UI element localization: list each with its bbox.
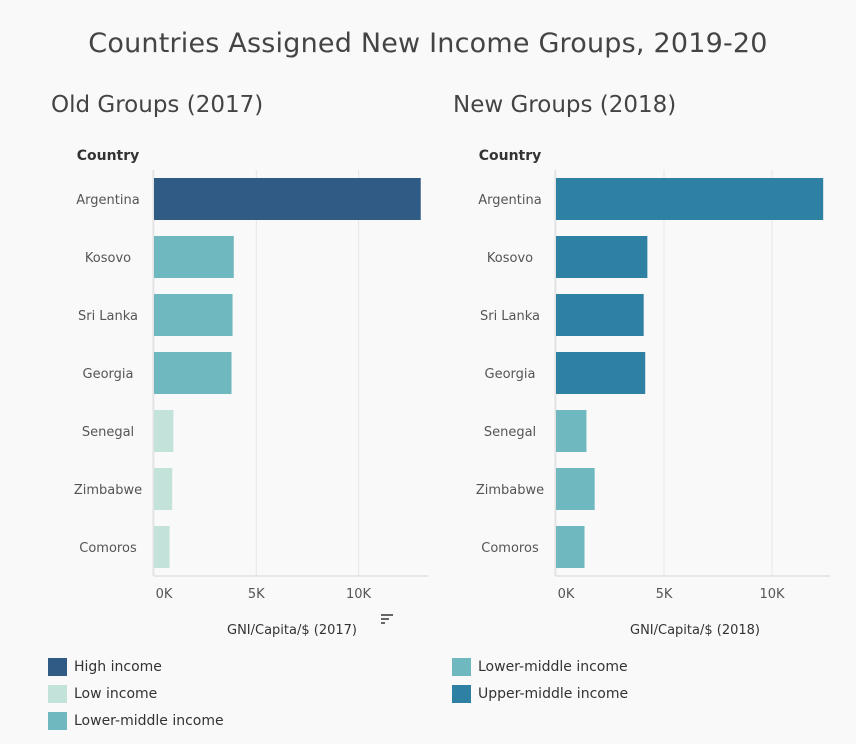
bar-sri-lanka[interactable]: [556, 294, 644, 336]
legend-swatch-high-income: [48, 657, 67, 676]
bar-comoros[interactable]: [556, 526, 585, 568]
legend-swatch-low-income: [48, 684, 67, 703]
legend-label: Low income: [74, 685, 158, 702]
category-label-kosovo: Kosovo: [85, 251, 131, 266]
category-label-georgia: Georgia: [83, 367, 134, 382]
category-label-sri-lanka: Sri Lanka: [78, 309, 138, 324]
bar-georgia[interactable]: [556, 352, 646, 394]
new-groups-svg: Country Argentina Kosovo Sri Lanka Georgia Se…: [476, 148, 830, 638]
x-tick-label: 5K: [656, 587, 673, 602]
bar-georgia[interactable]: [154, 352, 232, 394]
legend-label: Lower-middle income: [478, 658, 628, 675]
legend-label: High income: [74, 658, 162, 675]
legend-label: Lower-middle income: [74, 712, 224, 729]
legend-item-low-income[interactable]: Low income: [48, 680, 224, 707]
category-label-senegal: Senegal: [82, 425, 134, 440]
x-tick-label: 0K: [558, 587, 575, 602]
category-header: Country: [77, 148, 140, 164]
legend-label: Upper-middle income: [478, 685, 629, 702]
old-groups-subtitle: Old Groups (2017): [51, 92, 264, 118]
bar-sri-lanka[interactable]: [154, 294, 233, 336]
bar-senegal[interactable]: [556, 410, 587, 452]
category-header: Country: [479, 148, 542, 164]
x-axis-title: GNI/Capita/$ (2018): [630, 623, 760, 638]
legend-swatch-lower-middle-income: [452, 657, 471, 676]
new-groups-chart: Country Argentina Kosovo Sri Lanka Georgia Se…: [402, 140, 830, 645]
chart-title: Countries Assigned New Income Groups, 20…: [88, 28, 768, 59]
x-tick-label: 5K: [248, 587, 265, 602]
category-label-zimbabwe: Zimbabwe: [476, 483, 544, 498]
category-label-argentina: Argentina: [478, 193, 541, 208]
legend-swatch-lower-middle-income: [48, 711, 67, 730]
sort-icon[interactable]: [380, 612, 396, 626]
legend-item-high-income[interactable]: High income: [48, 653, 224, 680]
category-label-zimbabwe: Zimbabwe: [74, 483, 142, 498]
legend-item-lower-middle-income[interactable]: Lower-middle income: [48, 707, 224, 734]
category-label-argentina: Argentina: [76, 193, 139, 208]
category-label-sri-lanka: Sri Lanka: [480, 309, 540, 324]
new-groups-subtitle: New Groups (2018): [453, 92, 677, 118]
category-label-kosovo: Kosovo: [487, 251, 533, 266]
category-label-comoros: Comoros: [481, 541, 539, 556]
bar-zimbabwe[interactable]: [556, 468, 595, 510]
bar-comoros[interactable]: [154, 526, 170, 568]
old-groups-svg: Country Argentina Kosovo Sri Lanka Georgia Se…: [74, 148, 428, 638]
new-groups-legend: Lower-middle income Upper-middle income: [452, 653, 628, 707]
bar-argentina[interactable]: [154, 178, 421, 220]
x-tick-label: 10K: [346, 587, 372, 602]
x-tick-label: 10K: [759, 587, 785, 602]
category-label-senegal: Senegal: [484, 425, 536, 440]
legend-swatch-upper-middle-income: [452, 684, 471, 703]
bar-kosovo[interactable]: [154, 236, 234, 278]
legend-item-lower-middle-income[interactable]: Lower-middle income: [452, 653, 628, 680]
bar-kosovo[interactable]: [556, 236, 648, 278]
category-label-georgia: Georgia: [485, 367, 536, 382]
bar-senegal[interactable]: [154, 410, 174, 452]
x-axis-title: GNI/Capita/$ (2017): [227, 623, 357, 638]
old-groups-chart: Country Argentina Kosovo Sri Lanka Georgia Se…: [0, 140, 428, 645]
category-label-comoros: Comoros: [79, 541, 137, 556]
bar-zimbabwe[interactable]: [154, 468, 173, 510]
x-tick-label: 0K: [156, 587, 173, 602]
bar-argentina[interactable]: [556, 178, 824, 220]
legend-item-upper-middle-income[interactable]: Upper-middle income: [452, 680, 628, 707]
old-groups-legend: High income Low income Lower-middle inco…: [48, 653, 224, 734]
